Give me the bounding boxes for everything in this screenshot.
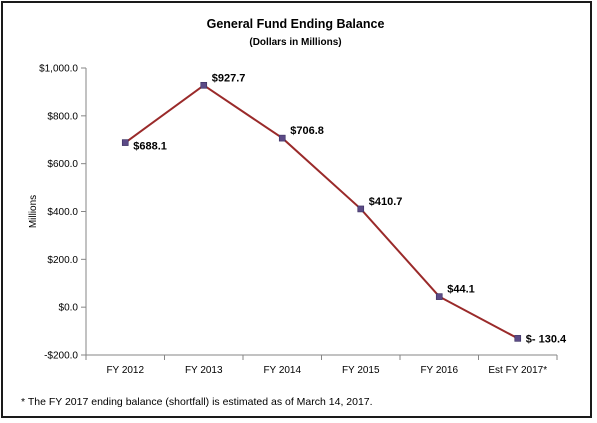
chart-frame <box>1 1 592 418</box>
data-label: $410.7 <box>369 196 403 208</box>
x-tick-label: Est FY 2017* <box>488 365 547 376</box>
y-tick-label: $800.0 <box>47 111 78 122</box>
data-point-marker <box>278 134 286 142</box>
x-tick-label: FY 2012 <box>106 365 144 376</box>
chart-title: General Fund Ending Balance <box>206 17 385 31</box>
y-tick-label: -$200.0 <box>44 351 78 362</box>
y-axis-title: Millions <box>28 195 39 228</box>
y-tick-label: $400.0 <box>47 207 78 218</box>
x-tick-label: FY 2014 <box>263 365 301 376</box>
series-line <box>124 84 519 340</box>
data-point-marker <box>357 205 365 213</box>
data-point-marker <box>435 293 443 300</box>
y-tick-label: $0.0 <box>59 303 79 314</box>
tick-labels: -$200.0 $0.0 $200.0 $400.0 $600.0 $800.0 $1,00… <box>39 64 547 377</box>
data-label: $706.8 <box>290 125 324 137</box>
axes <box>81 67 558 360</box>
data-labels: $688.1 $927.7 $706.8 $410.7 $44.1 $- 130.4 <box>133 72 567 345</box>
footnote: * The FY 2017 ending balance (shortfall)… <box>21 396 373 408</box>
markers <box>121 81 522 342</box>
data-point-marker <box>514 335 522 342</box>
y-tick-label: $1,000.0 <box>39 64 78 75</box>
y-tick-label: $600.0 <box>47 159 78 170</box>
data-label: $44.1 <box>447 284 475 296</box>
y-tick-label: $200.0 <box>47 255 78 266</box>
x-tick-label: FY 2016 <box>420 365 458 376</box>
data-label: $- 130.4 <box>526 333 567 345</box>
chart-subtitle: (Dollars in Millions) <box>249 37 342 48</box>
x-tick-label: FY 2013 <box>185 365 223 376</box>
data-label: $688.1 <box>133 141 167 153</box>
data-label: $927.7 <box>212 72 246 84</box>
data-point-marker <box>121 139 129 146</box>
data-point-marker <box>200 81 208 89</box>
x-tick-label: FY 2015 <box>342 365 380 376</box>
